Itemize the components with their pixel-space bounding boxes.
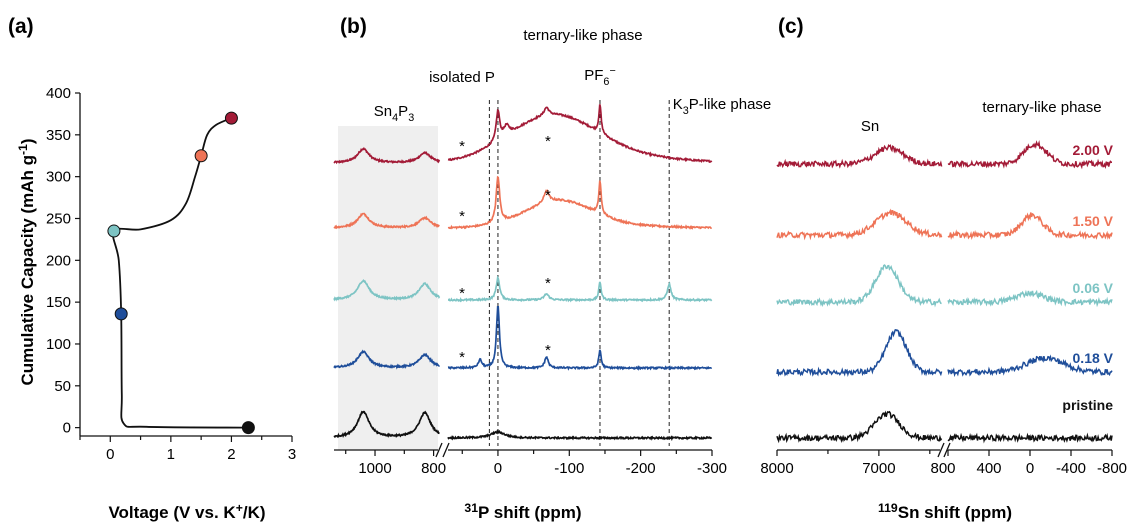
y-tick-label: 400 [46, 85, 71, 102]
spectrum-31p-right-2-00-V [447, 104, 713, 163]
panel-b-plot: 1000 800 0 -100 -200 -300 31P shift (ppm) Sn4P3… [333, 27, 772, 522]
spectrum-119sn-left-0-18-V [776, 329, 943, 377]
y-axis-title: Cumulative Capacity (mAh g-1) [16, 138, 37, 385]
annotation-ternary-like-phase: ternary-like phase [982, 99, 1101, 116]
spectrum-31p-left-1-50-V [333, 212, 440, 230]
axis-break-mark [442, 442, 450, 458]
x-tick-label: -400 [1056, 460, 1086, 477]
voltage-label-0-18-V: 0.18 V [1073, 350, 1114, 366]
x-tick-label: 0 [494, 460, 502, 477]
spectrum-31p-right-0-18-V [447, 306, 712, 371]
panel-a-plot: 0 50 100 150 200 250 300 350 400 0 1 2 3 Voltage (V v… [16, 85, 296, 522]
marker-1-50-V [194, 149, 208, 163]
y-tick-label: 200 [46, 252, 71, 269]
spinning-sideband-asterisk: * [545, 187, 551, 204]
spectrum-119sn-right-1-50-V [947, 212, 1113, 240]
axis-break-mark [937, 442, 945, 458]
spectrum-119sn-right-0-06-V [947, 289, 1113, 308]
panel-label-b: (b) [340, 15, 367, 38]
marker-pristine [241, 421, 255, 435]
y-tick-label: 150 [46, 294, 71, 311]
spectrum-31p-right-0-06-V [447, 275, 713, 303]
capacity-curve [112, 117, 249, 429]
panel-c-plot: 8000 7000 800 400 0 -400 -800 119Sn shift (ppm)… [760, 99, 1127, 522]
x-tick-label: 8000 [760, 460, 793, 477]
voltage-label-0-06-V: 0.06 V [1073, 280, 1114, 296]
x-axis-title: 31P shift (ppm) [464, 501, 581, 522]
spectrum-119sn-left-1-50-V [776, 208, 943, 241]
panel-label-c: (c) [778, 15, 804, 38]
x-tick-label: 800 [930, 460, 955, 477]
spectrum-31p-left-0-18-V [333, 349, 441, 370]
x-tick-label: 800 [421, 460, 446, 477]
y-tick-label: 250 [46, 210, 71, 227]
spinning-sideband-asterisk: * [459, 349, 465, 366]
annotation-sn4p3: Sn4P3 [374, 103, 414, 124]
y-tick-label: 300 [46, 169, 71, 186]
spinning-sideband-asterisk: * [459, 285, 465, 302]
annotation-sn: Sn [861, 118, 879, 135]
spinning-sideband-asterisk: * [545, 133, 551, 150]
spinning-sideband-asterisk: * [545, 342, 551, 359]
spectrum-31p-left-0-06-V [333, 279, 441, 302]
voltage-label-pristine: pristine [1062, 397, 1113, 413]
x-tick-label: -200 [626, 460, 656, 477]
y-tick-label: 350 [46, 127, 71, 144]
spectrum-119sn-right-2-00-V [947, 140, 1112, 170]
spectrum-31p-left-2-00-V [333, 146, 441, 165]
voltage-label-1-50-V: 1.50 V [1073, 213, 1114, 229]
x-tick-label: 0 [106, 446, 114, 463]
voltage-label-2-00-V: 2.00 V [1073, 142, 1114, 158]
x-tick-label: -100 [554, 460, 584, 477]
marker-0-18-V [114, 307, 128, 321]
sn4p3-shaded-region [338, 126, 438, 450]
marker-0-06-V [107, 224, 121, 238]
y-tick-label: 0 [63, 420, 71, 437]
annotation-ternary-like-phase: ternary-like phase [523, 27, 642, 44]
x-tick-label: -300 [697, 460, 727, 477]
panel-label-a: (a) [8, 15, 34, 38]
spectrum-119sn-right-pristine [947, 432, 1113, 444]
spectrum-31p-right-1-50-V [447, 175, 712, 230]
spinning-sideband-asterisk: * [545, 275, 551, 292]
marker-2-00-V [224, 111, 238, 125]
x-tick-label: 1000 [358, 460, 391, 477]
annotation-isolated-p: isolated P [429, 69, 495, 86]
spectrum-31p-left-pristine [333, 410, 440, 439]
x-axis-title: Voltage (V vs. K+/K) [108, 501, 265, 522]
x-tick-label: 2 [227, 446, 235, 463]
y-tick-label: 100 [46, 336, 71, 353]
spinning-sideband-asterisk: * [459, 138, 465, 155]
y-tick-label: 50 [54, 378, 71, 395]
x-tick-label: 400 [976, 460, 1001, 477]
spectrum-119sn-left-0-06-V [776, 264, 942, 308]
axis-break-mark [435, 442, 443, 458]
axis-break-mark [943, 442, 951, 458]
spinning-sideband-asterisk: * [459, 208, 465, 225]
spectrum-31p-right-pristine [447, 429, 713, 442]
spectrum-119sn-left-2-00-V [776, 144, 943, 169]
x-tick-label: 3 [288, 446, 296, 463]
annotation-k3p-like-phase: K3P-like phase [673, 96, 772, 117]
x-tick-label: -800 [1097, 460, 1127, 477]
spectrum-119sn-right-0-18-V [947, 354, 1113, 378]
x-tick-label: 0 [1026, 460, 1034, 477]
annotation-pf6: PF6− [584, 65, 616, 88]
x-axis-title: 119Sn shift (ppm) [878, 501, 1012, 522]
spectrum-119sn-left-pristine [776, 410, 943, 444]
x-tick-label: 7000 [862, 460, 895, 477]
x-tick-label: 1 [167, 446, 175, 463]
